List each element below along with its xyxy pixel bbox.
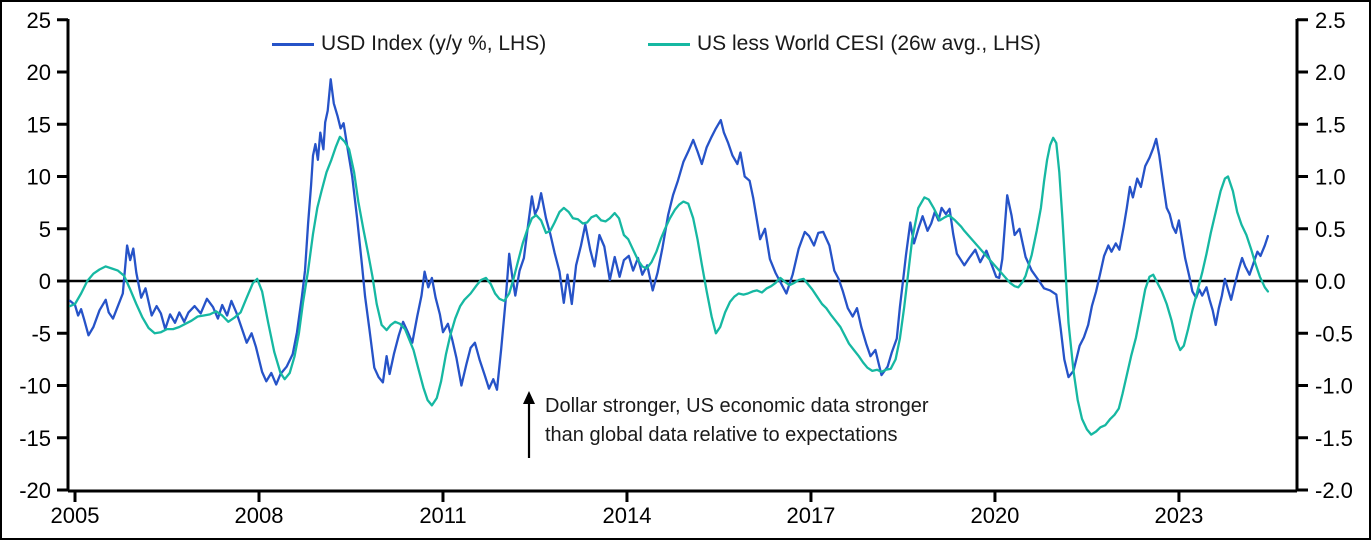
x-axis-tick-label: 2011 <box>419 503 466 528</box>
right-axis-tick-label: -2.0 <box>1315 478 1353 503</box>
left-axis-tick-label: 0 <box>39 269 51 294</box>
right-axis-tick-label: 2.0 <box>1315 60 1346 85</box>
x-axis-tick-label: 2020 <box>970 503 1019 528</box>
right-axis-tick-label: 0.5 <box>1315 217 1346 242</box>
left-axis-tick-label: -15 <box>19 426 51 451</box>
right-axis-tick-label: 1.0 <box>1315 165 1346 190</box>
x-axis-tick-label: 2023 <box>1154 503 1203 528</box>
cesi-line <box>68 135 1270 436</box>
up-arrow-head <box>523 391 535 404</box>
x-axis-tick-label: 2014 <box>602 503 651 528</box>
left-axis-tick-label: 15 <box>27 112 51 137</box>
x-axis-tick-label: 2017 <box>786 503 835 528</box>
left-axis-tick-label: 5 <box>39 217 51 242</box>
right-axis-tick-label: -1.0 <box>1315 374 1353 399</box>
x-axis-tick-label: 2005 <box>51 503 100 528</box>
annotation-line-2: than global data relative to expectation… <box>545 424 898 446</box>
right-axis-tick-label: 0.0 <box>1315 269 1346 294</box>
left-axis-tick-label: 10 <box>27 165 51 190</box>
x-axis-tick-label: 2008 <box>235 503 284 528</box>
right-axis-tick-label: -0.5 <box>1315 321 1353 346</box>
usd-index-line <box>68 78 1270 391</box>
right-axis-tick-label: 2.5 <box>1315 8 1346 33</box>
right-axis-tick-label: -1.5 <box>1315 426 1353 451</box>
right-axis-tick-label: 1.5 <box>1315 112 1346 137</box>
left-axis-tick-label: 20 <box>27 60 51 85</box>
left-axis-tick-label: 25 <box>27 8 51 33</box>
annotation: Dollar stronger, US economic data strong… <box>545 392 929 450</box>
left-axis-tick-label: -5 <box>31 321 51 346</box>
left-axis-tick-label: -10 <box>19 374 51 399</box>
annotation-line-1: Dollar stronger, US economic data strong… <box>545 395 929 417</box>
left-axis-tick-label: -20 <box>19 478 51 503</box>
